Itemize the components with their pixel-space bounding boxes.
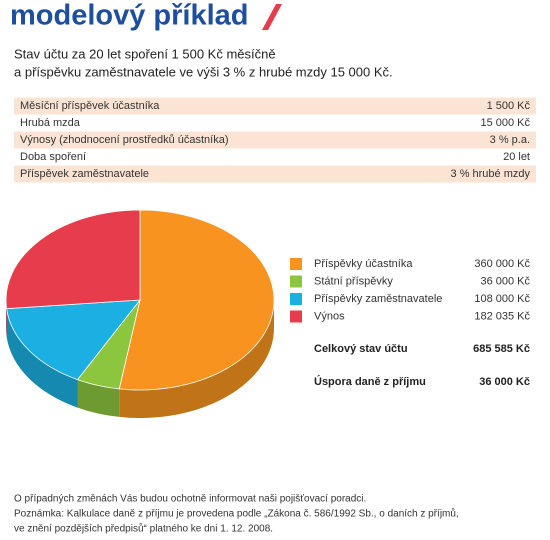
subtitle: a příspěvku zaměstnavatele ve výši 3 % z… bbox=[14, 64, 393, 79]
slice bbox=[118, 209, 275, 391]
summary-value: 36 000 Kč bbox=[479, 376, 530, 388]
table-value: 20 let bbox=[503, 151, 530, 163]
footnote: ve znění pozdějších předpisů“ platného k… bbox=[14, 523, 273, 535]
legend-value: 36 000 Kč bbox=[480, 275, 530, 287]
legend-swatch bbox=[290, 293, 302, 305]
title: modelový příklad bbox=[10, 0, 249, 32]
slice bbox=[5, 209, 141, 310]
summary-label: Celkový stav účtu bbox=[314, 343, 408, 355]
title-slash bbox=[262, 4, 282, 30]
summary-value: 685 585 Kč bbox=[473, 343, 530, 355]
legend-value: 360 000 Kč bbox=[474, 258, 530, 270]
legend-value: 182 035 Kč bbox=[474, 310, 530, 322]
footnote: O případných změnách Vás budou ochotně i… bbox=[14, 494, 366, 505]
legend-label: Příspěvky zaměstnavatele bbox=[314, 293, 442, 305]
slice-side bbox=[77, 379, 120, 417]
table-label: Měsíční příspěvek účastníka bbox=[20, 100, 160, 112]
table-label: Doba spoření bbox=[20, 151, 86, 163]
legend-label: Výnos bbox=[314, 310, 345, 322]
table-row-bg bbox=[14, 131, 536, 149]
table-value: 15 000 Kč bbox=[480, 117, 530, 129]
table-label: Hrubá mzda bbox=[20, 117, 81, 129]
legend-label: Státní příspěvky bbox=[314, 275, 393, 287]
footnote: Poznámka: Kalkulace daně z příjmu je pro… bbox=[14, 508, 459, 520]
table-row-bg bbox=[14, 97, 536, 115]
table-row-bg bbox=[14, 165, 536, 183]
table-label: Příspěvek zaměstnavatele bbox=[20, 168, 149, 180]
table-value: 3 % p.a. bbox=[490, 134, 530, 146]
legend-value: 108 000 Kč bbox=[474, 293, 530, 305]
legend-label: Příspěvky účastníka bbox=[314, 258, 413, 270]
legend-swatch bbox=[290, 275, 302, 288]
subtitle: Stav účtu za 20 let spoření 1 500 Kč měs… bbox=[14, 46, 276, 61]
table-value: 3 % hrubé mzdy bbox=[451, 168, 531, 180]
slice bbox=[6, 299, 141, 381]
legend-swatch bbox=[290, 310, 302, 323]
slice-side bbox=[6, 308, 78, 408]
table-label: Výnosy (zhodnocení prostředků účastníka) bbox=[20, 134, 229, 146]
table-value: 1 500 Kč bbox=[487, 100, 531, 112]
slice-side bbox=[119, 300, 274, 418]
summary-label: Úspora daně z příjmu bbox=[314, 375, 426, 388]
legend-swatch bbox=[290, 258, 302, 270]
